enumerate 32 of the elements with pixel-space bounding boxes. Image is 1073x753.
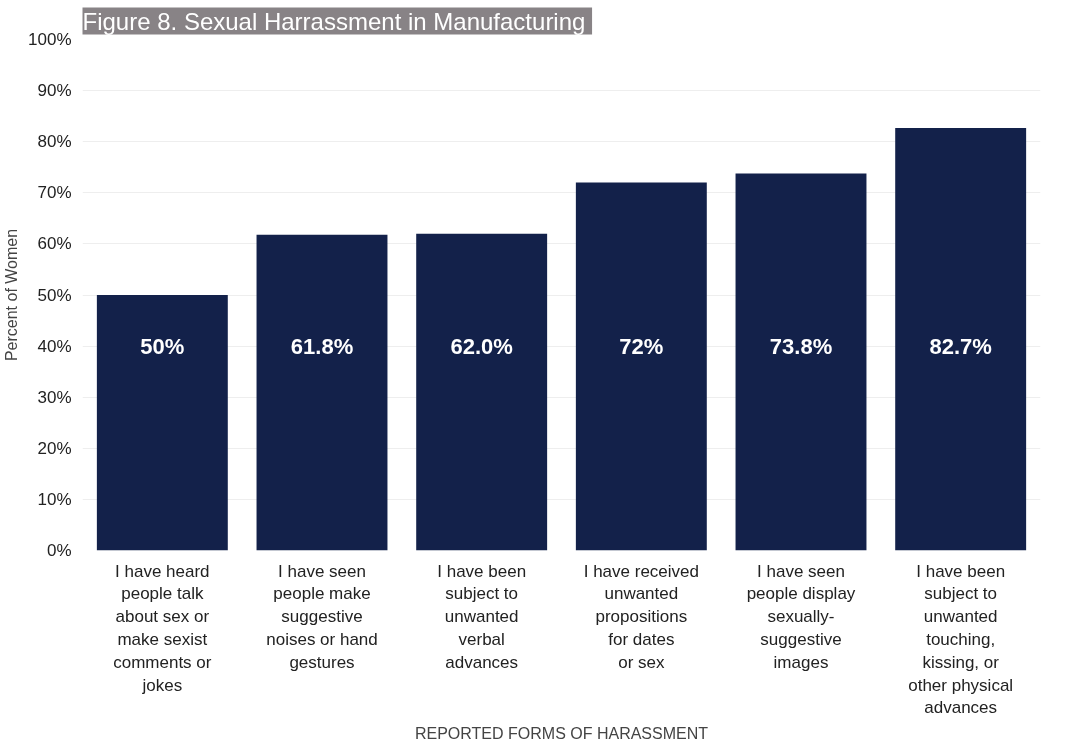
x-axis-title: REPORTED FORMS OF HARASSMENT	[414, 725, 709, 743]
y-tick-label: 20%	[37, 438, 72, 458]
data-label: 73.8%	[769, 333, 833, 359]
y-tick-label: 90%	[37, 81, 72, 101]
data-label: 50%	[140, 333, 185, 359]
x-tick-label: I have seen people display sexually- suggestive images	[746, 561, 856, 672]
y-tick-label: 70%	[37, 183, 72, 203]
y-tick-label: 30%	[37, 387, 72, 407]
bar	[256, 234, 388, 551]
y-tick-label: 0%	[46, 541, 72, 560]
x-tick-label: I have heard people talk about sex or make sexist comments or jokes	[113, 561, 212, 695]
y-axis-title: Percent of Women	[3, 228, 21, 362]
y-tick-label: 10%	[37, 489, 72, 509]
bar	[895, 127, 1027, 551]
x-tick-label: I have been subject to unwanted touching, kissing, or other physical advances	[908, 561, 1014, 718]
x-tick-label: I have been subject to unwanted verbal advances	[437, 561, 527, 672]
x-tick-label: I have received unwanted propositions for dates or sex	[583, 561, 699, 672]
data-label: 62.0%	[450, 333, 513, 359]
bar	[96, 295, 228, 551]
bar	[575, 182, 707, 551]
chart-title: Figure 8. Sexual Harrassment in Manufacturing	[82, 7, 586, 35]
y-tick-label: 50%	[37, 285, 72, 305]
data-label: 72%	[619, 333, 664, 359]
data-label: 61.8%	[290, 333, 354, 359]
y-tick-label: 40%	[37, 336, 72, 356]
bar	[735, 173, 867, 551]
data-label: 82.7%	[929, 333, 992, 359]
y-tick-label: 60%	[37, 234, 72, 254]
y-tick-label: 80%	[37, 132, 72, 152]
x-tick-label: I have seen people make suggestive noises or hand gestures	[266, 561, 378, 672]
y-tick-label: 100%	[28, 30, 72, 49]
bar	[416, 233, 548, 551]
